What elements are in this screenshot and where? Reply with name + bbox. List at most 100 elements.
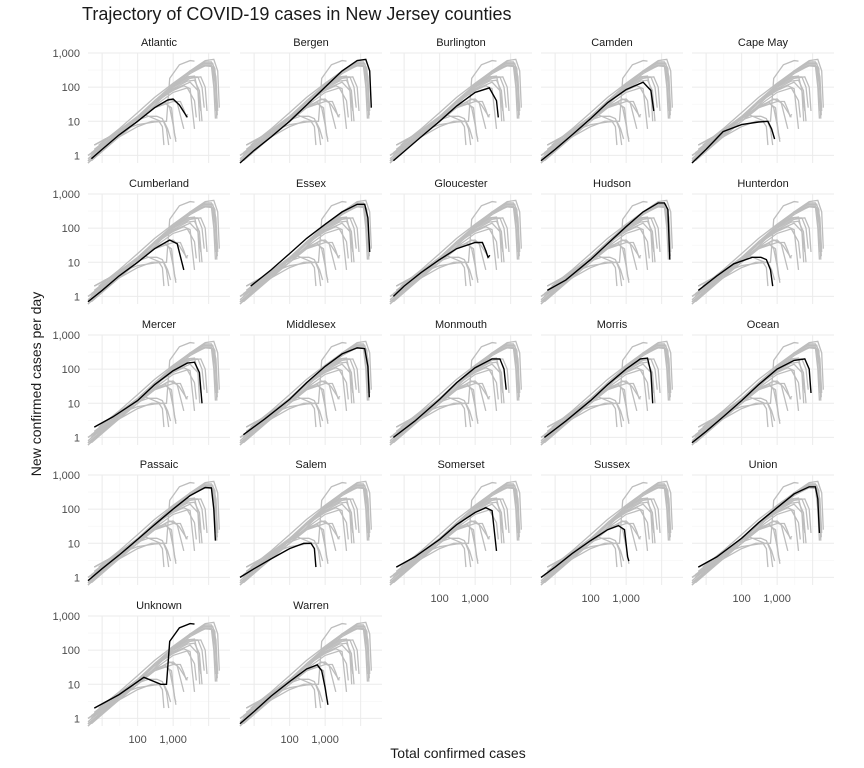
background-series-line (93, 64, 217, 146)
series-line-monmouth (392, 358, 507, 438)
series-line-bergen (239, 58, 372, 164)
facet-title: Union (749, 459, 778, 471)
background-series-line (245, 205, 369, 287)
background-series-line (395, 200, 497, 287)
background-series-line (400, 62, 521, 146)
y-tick-label: 1,000 (52, 189, 80, 201)
background-series-line (697, 59, 799, 146)
facet-sussex: Sussex 100 1,000 (540, 459, 683, 605)
background-series-line (250, 625, 371, 709)
x-tick-label: 1,000 (311, 734, 339, 746)
facet-cumberland: Cumberland 1 10 100 1,000 (52, 178, 230, 305)
background-series-line (250, 344, 371, 428)
facet-mercer: Mercer 1 10 100 1,000 (52, 319, 230, 446)
y-tick-label: 100 (62, 223, 80, 235)
facet-cape-may: Cape May (691, 37, 834, 164)
background-series-line (546, 59, 648, 146)
background-series-line (87, 101, 177, 162)
series-line-middlesex (242, 347, 370, 436)
series-line-mercer (93, 361, 203, 428)
facet-title: Sussex (594, 459, 631, 471)
background-series-line (546, 346, 670, 428)
background-series-line (540, 523, 630, 584)
background-series-line (98, 484, 219, 568)
x-tick-label: 100 (732, 593, 750, 605)
facet-ocean: Ocean (691, 319, 834, 446)
x-tick-label: 1,000 (461, 593, 489, 605)
series-line-passaic (87, 486, 217, 582)
facet-middlesex: Middlesex (239, 319, 382, 446)
facet-title: Essex (296, 178, 326, 190)
background-series-line (551, 484, 672, 568)
y-axis-title: New confirmed cases per day (28, 292, 44, 476)
background-series-line (98, 344, 219, 428)
facet-unknown: Unknown 1 10 100 1,000 100 1,000 (52, 600, 230, 746)
background-series-line (400, 484, 521, 568)
facet-title: Hunterdon (737, 178, 788, 190)
series-line-atlantic (90, 98, 188, 160)
background-series-line (395, 59, 497, 146)
background-series-line (93, 481, 195, 568)
background-series-line (245, 622, 347, 709)
y-tick-label: 1,000 (52, 611, 80, 623)
background-series-line (540, 242, 630, 303)
facet-title: Mercer (142, 319, 177, 331)
background-series-line (239, 242, 329, 303)
x-tick-label: 1,000 (763, 593, 791, 605)
background-series-line (245, 59, 347, 146)
background-series-line (697, 64, 821, 146)
background-series-line (87, 523, 177, 584)
y-tick-label: 10 (68, 257, 80, 269)
facet-title: Salem (295, 459, 326, 471)
facet-burlington: Burlington (389, 37, 532, 164)
background-series-line (250, 62, 371, 146)
background-series-line (98, 203, 219, 287)
facet-essex: Essex (239, 178, 382, 305)
background-series-line (250, 484, 371, 568)
series-line-cape-may (691, 120, 776, 164)
series-line-warren (239, 664, 329, 725)
y-tick-label: 100 (62, 504, 80, 516)
background-series-line (239, 383, 329, 444)
y-tick-label: 10 (68, 538, 80, 550)
background-series-line (400, 344, 521, 428)
background-series-line (389, 523, 479, 584)
background-series-line (395, 205, 519, 287)
background-series-line (87, 242, 177, 303)
background-series-line (697, 481, 799, 568)
background-series-line (395, 346, 519, 428)
background-series-line (239, 101, 329, 162)
background-series-line (697, 200, 799, 287)
background-series-line (546, 481, 648, 568)
facet-bergen: Bergen (239, 37, 382, 164)
series-line-hudson (546, 202, 671, 292)
y-tick-label: 1,000 (52, 330, 80, 342)
background-series-line (702, 344, 823, 428)
facet-morris: Morris (540, 319, 683, 446)
facet-title: Cape May (738, 37, 789, 49)
background-series-line (98, 625, 219, 709)
facet-camden: Camden (540, 37, 683, 164)
y-tick-label: 1,000 (52, 48, 80, 60)
y-tick-label: 10 (68, 116, 80, 128)
background-series-line (395, 341, 497, 428)
series-line-burlington (392, 87, 499, 162)
background-series-line (93, 200, 195, 287)
facet-somerset: Somerset 100 1,000 (389, 459, 532, 605)
x-tick-label: 100 (280, 734, 298, 746)
background-series-line (546, 200, 648, 287)
x-tick-label: 100 (128, 734, 146, 746)
chart-title: Trajectory of COVID-19 cases in New Jers… (82, 4, 512, 24)
facet-title: Camden (591, 37, 633, 49)
series-line-somerset (395, 506, 498, 568)
background-series-line (697, 341, 799, 428)
background-series-line (691, 523, 781, 584)
y-tick-label: 1 (74, 291, 80, 303)
background-series-line (395, 481, 497, 568)
background-series-line (93, 205, 217, 287)
background-series-line (245, 627, 369, 709)
y-tick-label: 10 (68, 679, 80, 691)
facet-monmouth: Monmouth (389, 319, 532, 446)
background-series-line (93, 59, 195, 146)
